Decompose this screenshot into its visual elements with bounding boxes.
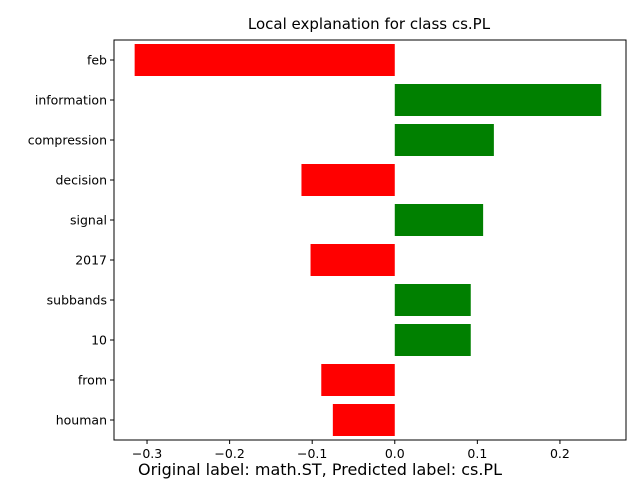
y-tick-label: 2017: [75, 253, 107, 268]
bar-compression: [394, 124, 494, 156]
y-axis-ticks: feb information compression decision signal 2…: [28, 53, 114, 428]
x-tick-label: −0.3: [132, 446, 162, 461]
chart-caption: Original label: math.ST, Predicted label…: [138, 460, 502, 479]
bar-from: [321, 364, 395, 396]
x-axis-ticks: −0.3 −0.2 −0.1 0.0 0.1 0.2: [132, 440, 570, 461]
bar-subbands: [394, 284, 471, 316]
y-tick-label: information: [35, 93, 107, 108]
y-tick-label: houman: [56, 413, 107, 428]
x-tick-label: −0.1: [297, 446, 327, 461]
x-tick-label: −0.2: [214, 446, 244, 461]
y-tick-label: subbands: [47, 293, 107, 308]
bar-10: [394, 324, 471, 356]
bar-houman: [332, 404, 395, 436]
bar-information: [394, 84, 602, 116]
chart-title: Local explanation for class cs.PL: [248, 15, 491, 33]
x-tick-label: 0.2: [550, 446, 570, 461]
x-tick-label: 0.1: [467, 446, 487, 461]
y-tick-label: compression: [28, 133, 107, 148]
bar-decision: [301, 164, 395, 196]
y-tick-label: 10: [91, 333, 107, 348]
y-tick-label: signal: [70, 213, 107, 228]
x-tick-label: 0.0: [385, 446, 405, 461]
y-tick-label: from: [78, 373, 107, 388]
y-tick-label: feb: [87, 53, 107, 68]
bars-group: [134, 44, 602, 436]
bar-2017: [310, 244, 395, 276]
bar-feb: [134, 44, 395, 76]
y-tick-label: decision: [55, 173, 107, 188]
bar-signal: [394, 204, 484, 236]
plot-frame: [113, 39, 627, 441]
